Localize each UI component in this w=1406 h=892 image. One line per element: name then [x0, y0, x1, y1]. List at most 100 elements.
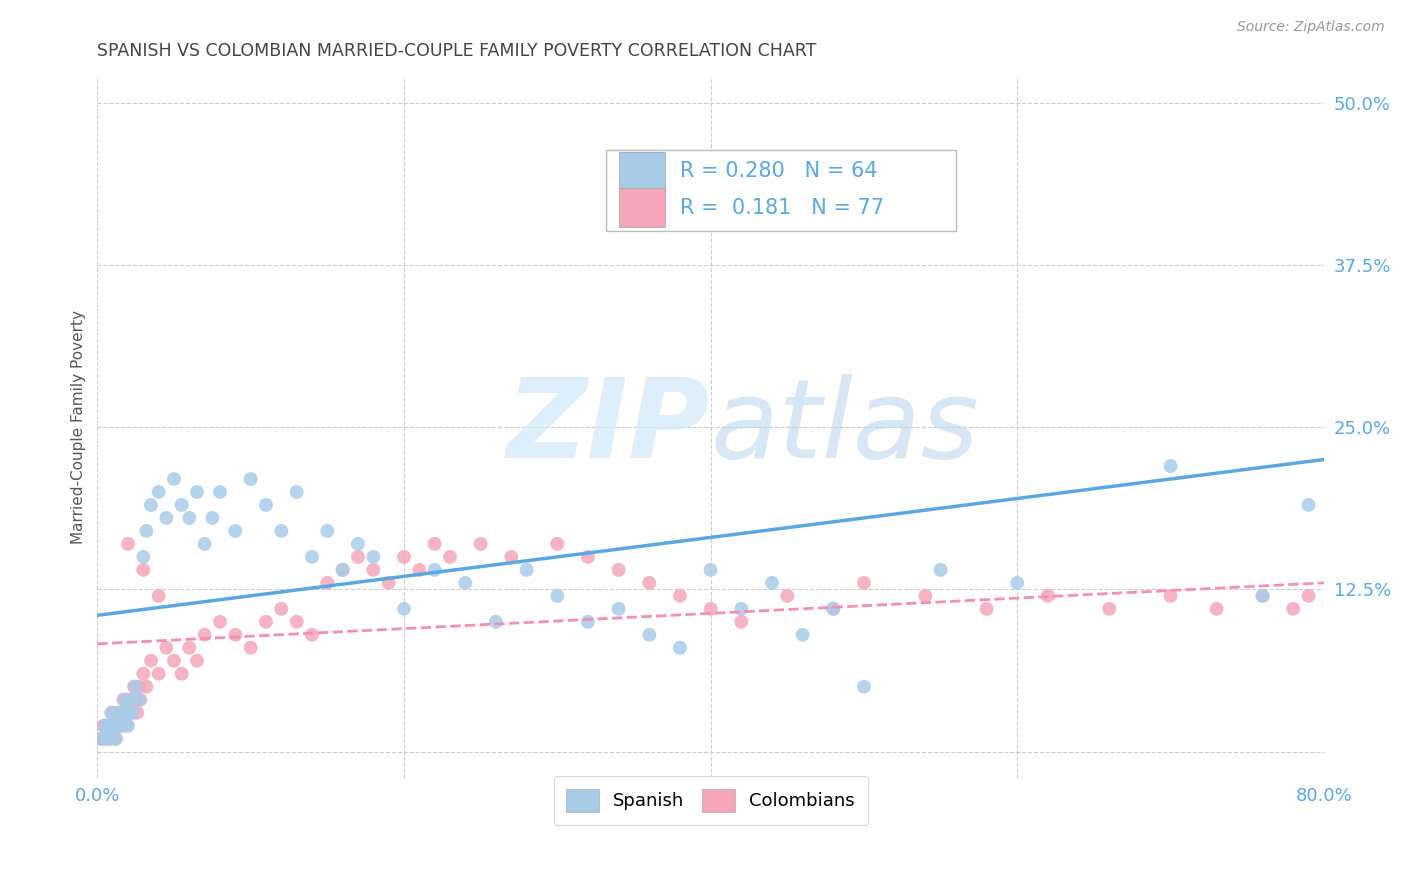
Point [103, 718, 125, 732]
Point [638, 628, 661, 642]
Point [239, 472, 262, 486]
Point [121, 706, 143, 720]
Point [208, 615, 231, 629]
Point [129, 692, 152, 706]
Point [118, 706, 141, 720]
Point [377, 575, 399, 590]
Point [96, 731, 118, 746]
Point [576, 549, 599, 564]
Point [121, 706, 143, 720]
Point [208, 485, 231, 500]
Point [1251, 589, 1274, 603]
Point [125, 680, 148, 694]
Point [914, 589, 936, 603]
Point [100, 731, 122, 746]
Point [108, 706, 131, 720]
Point [94, 731, 117, 746]
Point [104, 731, 127, 746]
Point [607, 563, 630, 577]
Point [132, 563, 155, 577]
Point [128, 692, 150, 706]
Point [135, 524, 157, 538]
Point [135, 680, 157, 694]
Point [224, 628, 246, 642]
Point [132, 666, 155, 681]
Point [128, 680, 150, 694]
Point [776, 589, 799, 603]
Point [363, 549, 385, 564]
Point [122, 680, 145, 694]
Point [112, 718, 135, 732]
FancyBboxPatch shape [606, 150, 956, 231]
Point [1160, 458, 1182, 473]
Point [285, 485, 308, 500]
Point [270, 524, 292, 538]
Point [347, 537, 370, 551]
Point [179, 511, 201, 525]
Point [976, 602, 998, 616]
Point [117, 718, 139, 732]
Point [110, 718, 132, 732]
Point [1036, 589, 1059, 603]
Point [546, 537, 568, 551]
Point [1298, 589, 1320, 603]
Point [125, 692, 148, 706]
Point [155, 640, 177, 655]
Point [148, 589, 170, 603]
Point [132, 549, 155, 564]
Point [516, 563, 538, 577]
Point [114, 706, 136, 720]
Point [1282, 602, 1305, 616]
Point [163, 654, 186, 668]
Point [332, 563, 354, 577]
Point [111, 706, 134, 720]
Point [117, 692, 139, 706]
Point [97, 718, 120, 732]
Point [501, 549, 523, 564]
Point [852, 680, 875, 694]
Point [1098, 602, 1121, 616]
Point [120, 692, 142, 706]
Point [93, 718, 115, 732]
Point [139, 498, 162, 512]
Point [1298, 498, 1320, 512]
Point [285, 615, 308, 629]
Point [108, 706, 131, 720]
Point [148, 485, 170, 500]
Point [96, 718, 118, 732]
Point [201, 511, 224, 525]
Point [91, 731, 114, 746]
Point [392, 602, 415, 616]
Point [98, 718, 121, 732]
Point [115, 718, 138, 732]
Point [186, 485, 208, 500]
Point [115, 706, 138, 720]
Point [254, 615, 277, 629]
Point [127, 706, 149, 720]
Point [730, 602, 752, 616]
Point [117, 537, 139, 551]
Point [332, 563, 354, 577]
Point [101, 718, 124, 732]
Point [669, 640, 692, 655]
Point [852, 575, 875, 590]
Point [110, 718, 132, 732]
Point [546, 589, 568, 603]
Point [270, 602, 292, 616]
Point [792, 628, 814, 642]
Point [97, 731, 120, 746]
Text: R = 0.280   N = 64: R = 0.280 N = 64 [681, 161, 877, 181]
Point [576, 615, 599, 629]
Text: atlas: atlas [710, 374, 979, 481]
Point [363, 563, 385, 577]
Point [105, 718, 128, 732]
Point [148, 666, 170, 681]
Point [699, 602, 721, 616]
Point [91, 731, 114, 746]
Point [163, 472, 186, 486]
Point [485, 615, 508, 629]
Point [823, 602, 845, 616]
Point [392, 549, 415, 564]
Point [98, 731, 121, 746]
Point [699, 563, 721, 577]
